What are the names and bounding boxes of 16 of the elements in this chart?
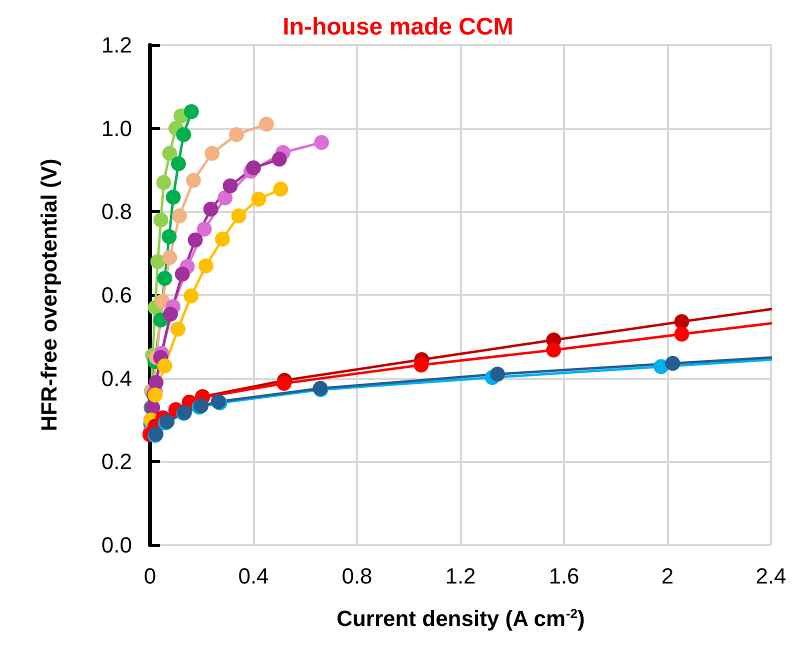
x-tick-label: 1.6 (548, 564, 580, 588)
y-tick-label: 0.2 (101, 449, 132, 474)
y-axis-title: HFR-free overpotential (V) (36, 158, 62, 432)
y-tick-label: 0.8 (101, 199, 132, 224)
x-tick-label: 0.4 (238, 564, 269, 588)
x-tick-label: 2.4 (756, 564, 786, 588)
y-tick-label: 0.6 (101, 282, 132, 308)
y-tick-label: 0.4 (101, 366, 132, 391)
y-tick-label: 1.0 (101, 116, 132, 141)
y-tick-label: 1.2 (101, 32, 132, 58)
x-tick-label: 2 (661, 564, 674, 588)
x-tick-label: 0 (144, 564, 156, 588)
chart-title: In-house made CCM (282, 14, 514, 40)
x-tick-label: 0.8 (342, 564, 372, 588)
x-tick-label: 1.2 (445, 564, 476, 588)
y-tick-label: 0.0 (101, 532, 132, 558)
